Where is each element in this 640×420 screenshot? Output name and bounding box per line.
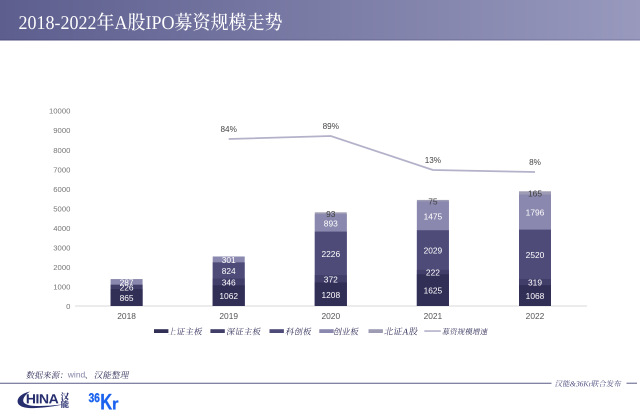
svg-text:0: 0 [66,302,70,311]
svg-text:2022: 2022 [526,311,545,321]
svg-text:2029: 2029 [424,246,443,256]
svg-text:1062: 1062 [219,291,238,301]
svg-text:2520: 2520 [526,250,545,260]
svg-text:5000: 5000 [53,204,70,213]
svg-text:2018: 2018 [117,311,136,321]
svg-text:319: 319 [528,278,542,288]
svg-text:7000: 7000 [53,165,70,174]
svg-text:8000: 8000 [53,146,70,155]
svg-text:287: 287 [120,277,134,287]
svg-text:8%: 8% [529,158,541,167]
svg-text:372: 372 [324,274,338,284]
svg-text:3000: 3000 [53,244,70,253]
svg-text:2020: 2020 [321,311,340,321]
svg-text:93: 93 [326,209,336,219]
svg-text:346: 346 [222,277,236,287]
svg-text:2021: 2021 [424,311,443,321]
svg-text:301: 301 [222,255,236,265]
svg-text:2019: 2019 [219,311,238,321]
svg-text:1796: 1796 [526,208,545,218]
svg-text:84%: 84% [221,125,237,134]
svg-text:222: 222 [426,268,440,278]
svg-text:2000: 2000 [53,263,70,272]
svg-text:1475: 1475 [424,211,443,221]
svg-text:893: 893 [324,218,338,228]
svg-text:1625: 1625 [424,286,443,296]
svg-text:226: 226 [120,282,134,292]
svg-text:13%: 13% [425,156,441,165]
svg-text:4000: 4000 [53,224,70,233]
svg-text:1000: 1000 [53,283,70,292]
svg-text:1068: 1068 [526,291,545,301]
svg-text:165: 165 [528,188,542,198]
svg-text:10000: 10000 [49,107,70,116]
svg-text:75: 75 [428,196,438,206]
svg-text:1208: 1208 [321,290,340,300]
svg-text:9000: 9000 [53,126,70,135]
svg-text:2226: 2226 [321,249,340,259]
svg-text:wind: wind [67,370,86,380]
svg-text:824: 824 [222,266,236,276]
svg-text:89%: 89% [323,122,339,131]
svg-text:865: 865 [120,293,134,303]
svg-text:6000: 6000 [53,185,70,194]
